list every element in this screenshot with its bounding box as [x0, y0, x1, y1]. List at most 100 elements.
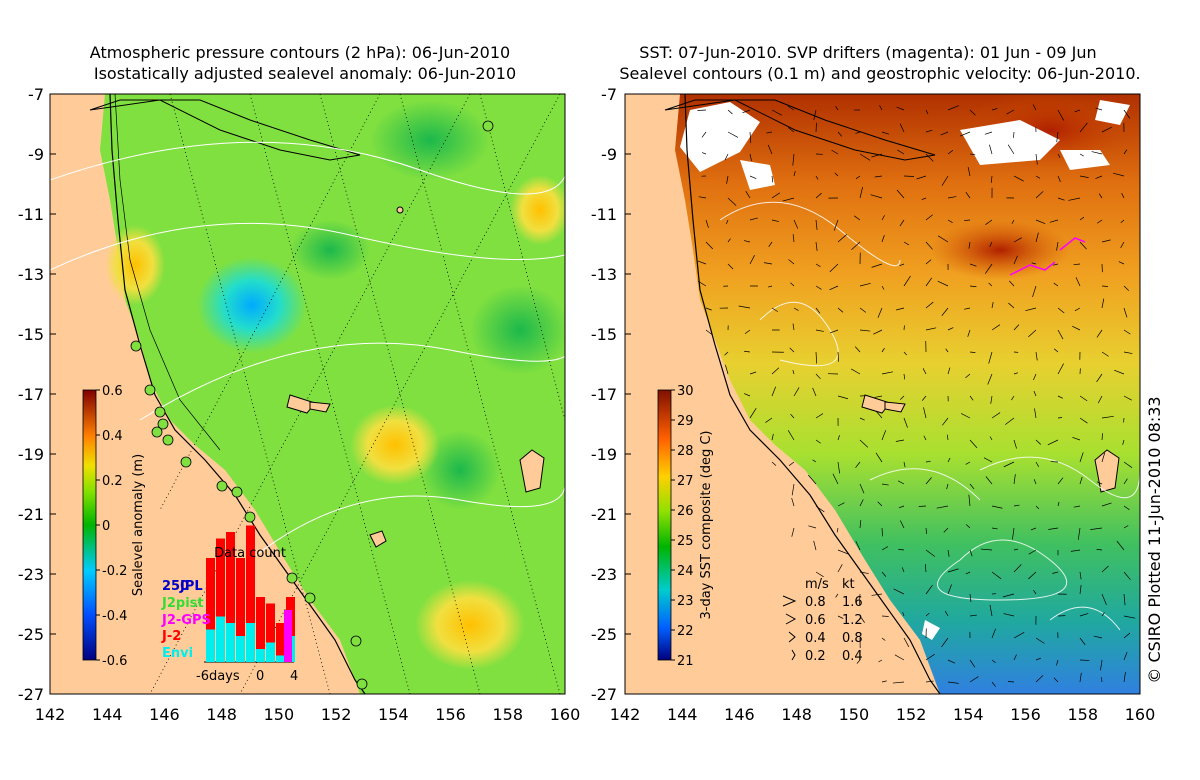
velocity-arrow	[1013, 548, 1019, 551]
velocity-arrow	[1007, 144, 1015, 155]
velocity-arrow	[991, 659, 996, 664]
velocity-legend-arrow	[785, 613, 797, 625]
velocity-arrow	[705, 307, 712, 311]
lat-label-right: -25	[591, 625, 617, 644]
sla-colorbar	[82, 389, 97, 661]
velocity-arrow	[967, 167, 971, 177]
lon-label-left: 156	[435, 705, 466, 724]
velocity-arrow	[815, 219, 818, 230]
sealevel-contours	[719, 201, 1140, 631]
right-map-field	[625, 94, 1140, 694]
velocity-legend-kt: 0.8	[842, 631, 863, 646]
lat-label-right: -13	[591, 265, 617, 284]
velocity-arrow	[903, 461, 906, 468]
velocity-arrow	[749, 408, 757, 419]
velocity-arrow	[837, 549, 849, 555]
velocity-arrow	[1096, 549, 1103, 551]
velocity-arrow	[1120, 219, 1125, 223]
velocity-arrow	[898, 505, 905, 509]
velocity-arrow	[1049, 219, 1059, 223]
velocity-arrow	[1101, 452, 1106, 463]
velocity-arrow	[1057, 175, 1061, 183]
velocity-arrow	[1101, 565, 1109, 573]
velocity-arrow	[1079, 452, 1084, 463]
velocity-arrow	[832, 473, 839, 485]
velocity-arrow	[808, 474, 817, 485]
velocity-arrow	[960, 413, 971, 419]
velocity-arrow	[1028, 549, 1037, 555]
velocity-arrow	[959, 131, 971, 137]
velocity-arrow	[874, 175, 883, 178]
velocity-arrow	[892, 681, 905, 684]
sst-map: SST: 07-Jun-2010. SVP drifters (magenta)…	[619, 43, 1141, 695]
velocity-arrow	[966, 524, 971, 529]
velocity-arrow	[738, 305, 751, 309]
velocity-arrow	[1025, 307, 1037, 312]
velocity-arrow	[881, 234, 885, 243]
velocity-legend: m/s kt 0.8 1.6 0.6 1.2 0.4 0.8 0.2 0.4	[782, 577, 863, 664]
velocity-arrow	[812, 387, 817, 397]
velocity-arrow	[1101, 612, 1105, 617]
velocity-arrow	[903, 275, 911, 287]
hist-bar-j2	[276, 623, 285, 656]
lat-label-right: -23	[591, 565, 617, 584]
left-latitude-axis: -7 -9 -11 -13 -15 -17 -19 -21 -23 -25 -27	[18, 85, 56, 704]
velocity-arrow	[790, 282, 795, 287]
velocity-arrow	[791, 497, 795, 507]
lat-label-left: -19	[18, 445, 44, 464]
velocity-arrow	[967, 329, 971, 337]
velocity-arrow	[988, 282, 993, 287]
hist-bar-envi	[206, 629, 215, 662]
sst-tick-label: 22	[677, 624, 694, 639]
islands	[861, 394, 1120, 493]
velocity-arrow	[1013, 632, 1025, 639]
velocity-arrow	[991, 324, 1001, 331]
lat-label-left: -25	[18, 625, 44, 644]
velocity-arrow	[1123, 571, 1131, 580]
velocity-arrow	[969, 285, 977, 288]
velocity-arrow	[836, 527, 839, 533]
velocity-arrow	[1123, 615, 1136, 619]
velocity-arrow	[1123, 525, 1129, 529]
velocity-arrow	[815, 413, 824, 419]
velocity-arrow	[1013, 372, 1018, 375]
velocity-arrow	[1079, 153, 1084, 157]
velocity-arrow	[771, 192, 781, 199]
velocity-arrow	[837, 307, 844, 313]
sla-colorbar-ticks: 0.6 0.4 0.2 0 -0.2 -0.4 -0.6	[96, 384, 127, 669]
velocity-arrow	[1091, 151, 1103, 155]
velocity-arrow	[875, 452, 883, 463]
velocity-arrow	[1013, 324, 1020, 331]
velocity-arrow	[942, 417, 949, 426]
velocity-arrow	[903, 241, 910, 246]
velocity-arrow	[697, 280, 707, 287]
velocity-arrow	[875, 410, 883, 419]
hist-bar-envi	[216, 616, 225, 662]
velocity-arrow	[1079, 417, 1088, 424]
sla-tick-label: -0.2	[102, 564, 127, 579]
velocity-arrow	[837, 615, 844, 619]
lat-label-right: -21	[591, 505, 617, 524]
velocity-arrow	[1101, 285, 1108, 287]
lat-label-left: -7	[28, 85, 44, 104]
velocity-arrow	[1035, 505, 1040, 510]
velocity-arrow	[941, 307, 949, 316]
velocity-arrow	[1074, 109, 1081, 113]
green-anomaly-1	[370, 100, 490, 180]
velocity-arrow	[947, 150, 954, 155]
velocity-arrow	[1028, 329, 1037, 338]
velocity-arrow	[791, 527, 795, 537]
lat-label-left: -17	[18, 385, 44, 404]
velocity-arrow	[1056, 131, 1059, 143]
velocity-arrow	[1013, 474, 1016, 485]
velocity-arrow	[881, 371, 893, 375]
left-map-field	[50, 94, 565, 694]
velocity-arrow	[871, 593, 883, 596]
velocity-arrow	[1123, 593, 1126, 606]
csiro-credit: © CSIRO Plotted 11-Jun-2010 08:33	[1145, 396, 1164, 683]
velocity-arrow	[991, 681, 996, 687]
velocity-legend-arrow	[782, 595, 797, 607]
velocity-arrow	[835, 593, 839, 598]
velocity-arrow	[1006, 109, 1015, 115]
velocity-arrow	[859, 282, 871, 287]
